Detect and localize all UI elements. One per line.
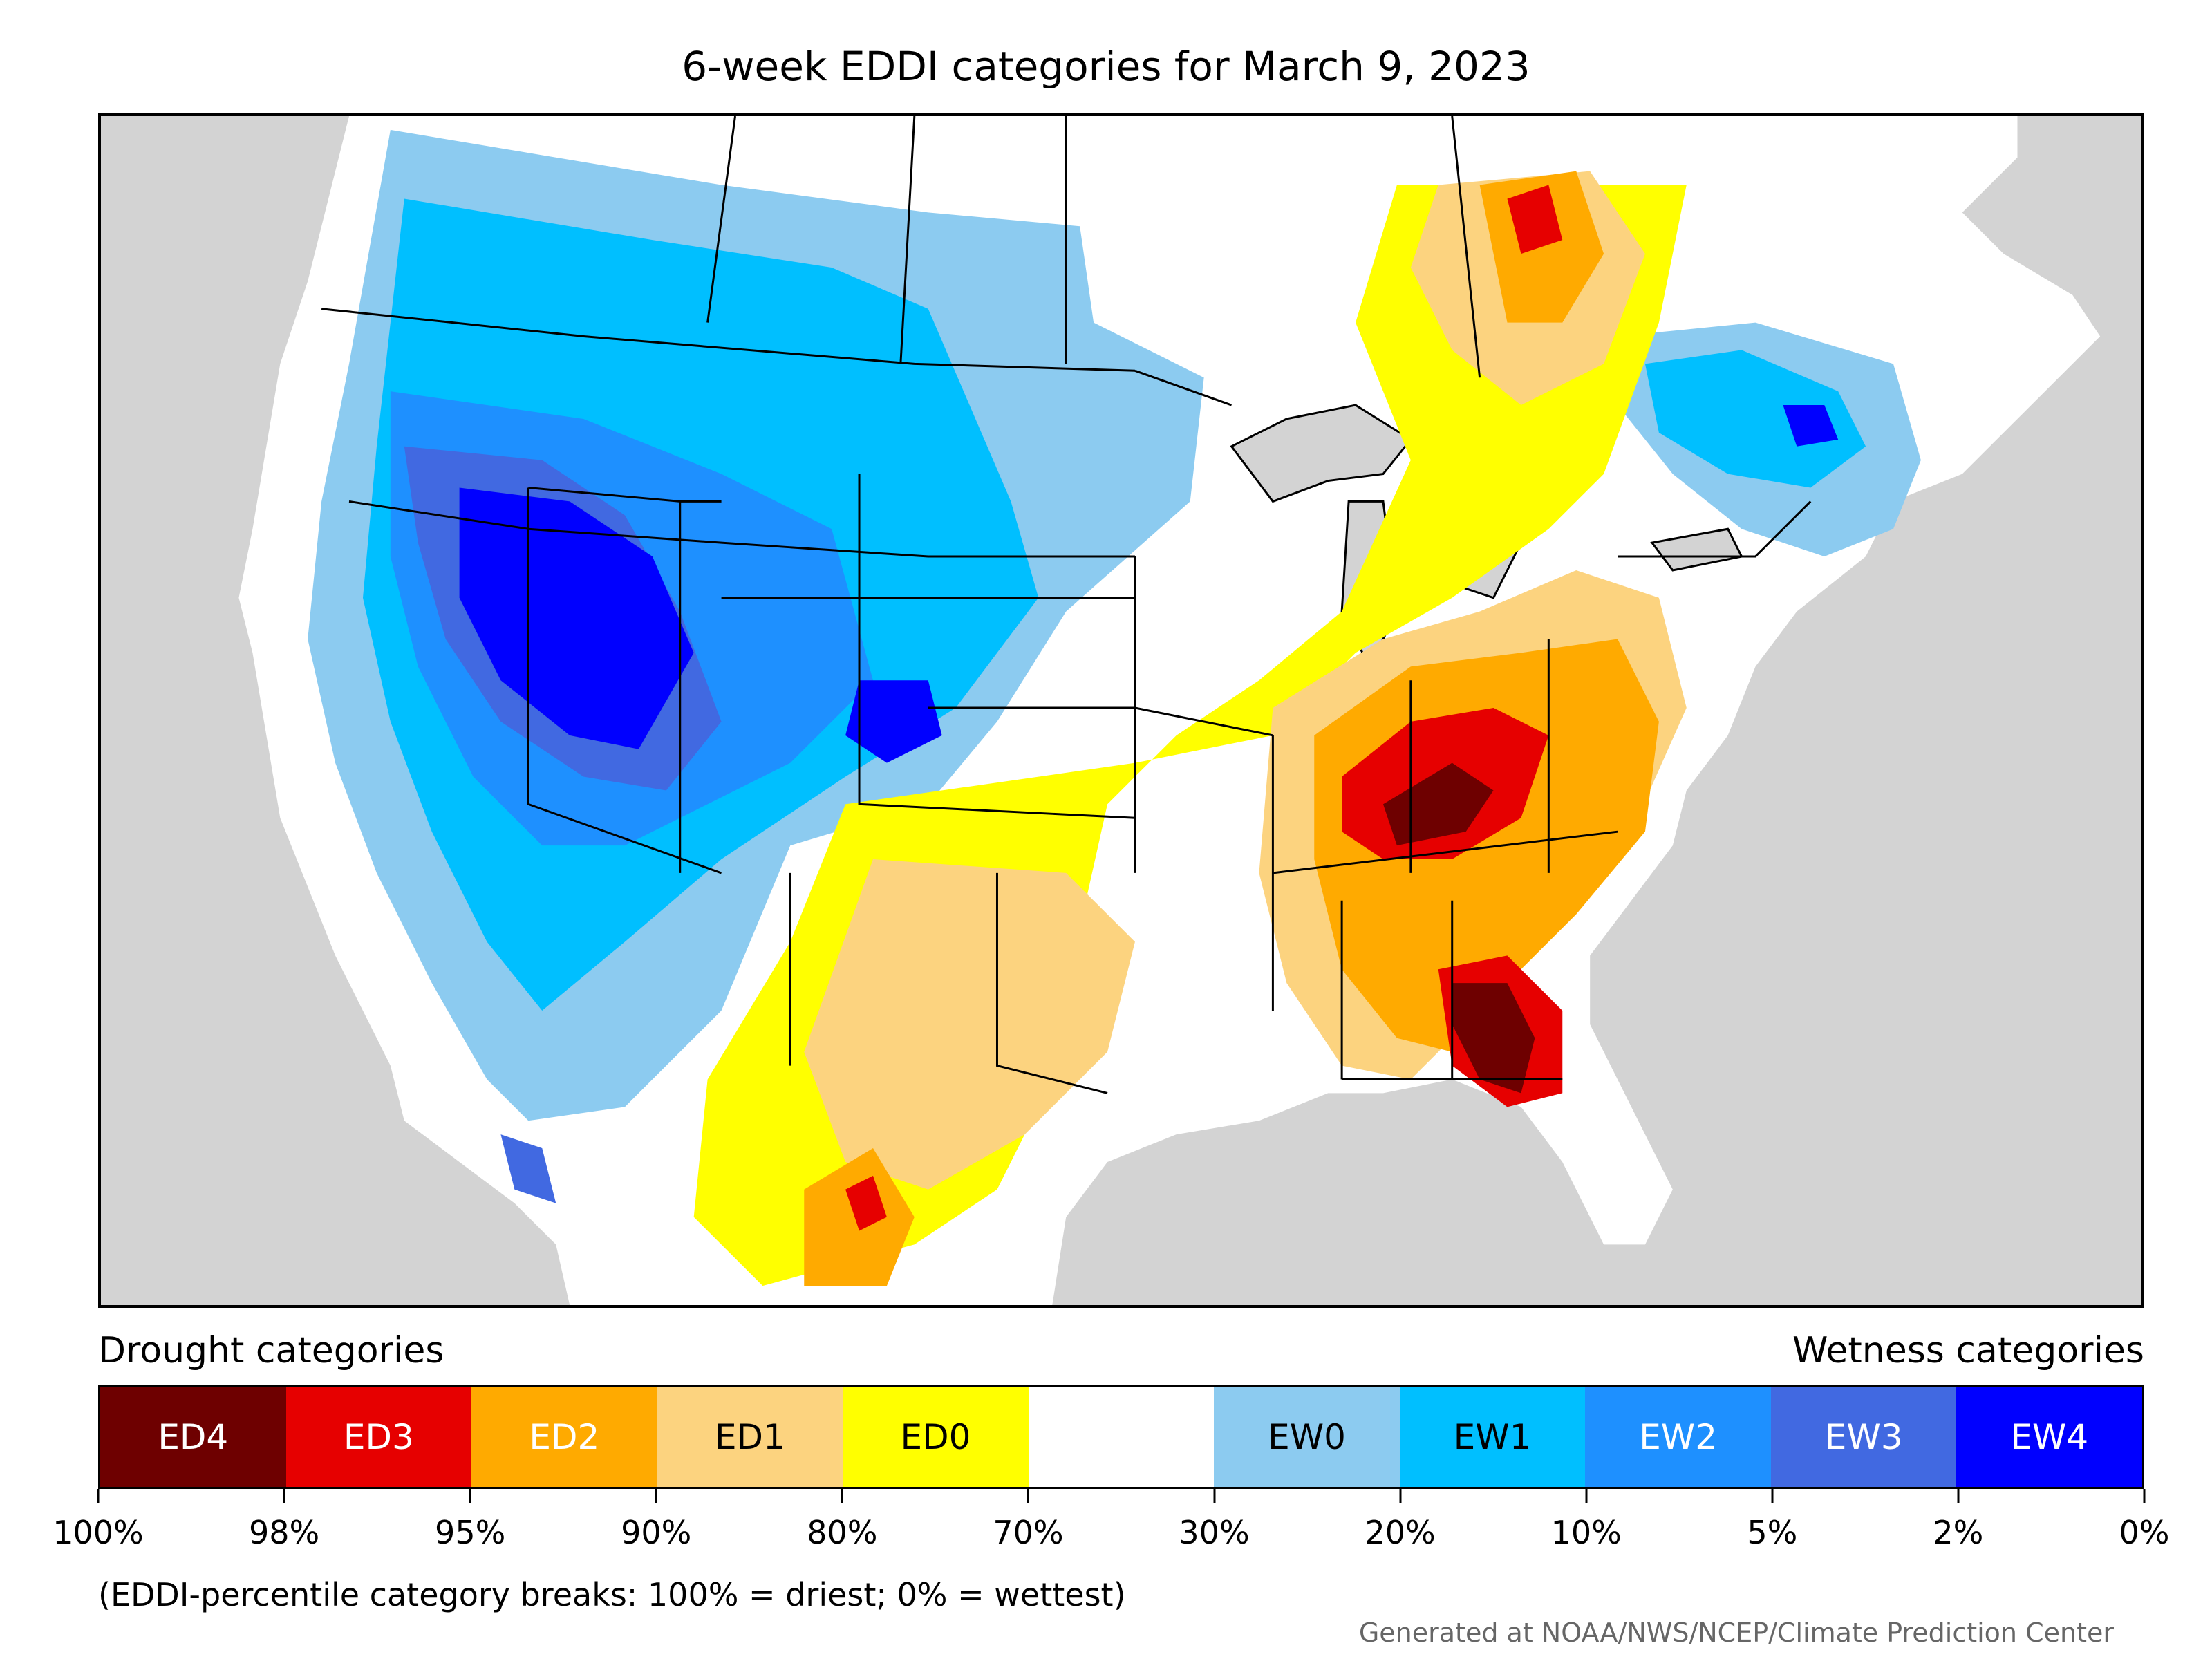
legend-tick (283, 1489, 285, 1503)
legend-tick (1399, 1489, 1402, 1503)
legend-tick-label: 70% (993, 1514, 1064, 1551)
drought-categories-label: Drought categories (98, 1330, 444, 1371)
credit-line: Generated at NOAA/NWS/NCEP/Climate Predi… (1358, 1618, 2114, 1648)
legend-cell-ed1: ED1 (657, 1387, 843, 1487)
legend-colorbar: ED4 ED3 ED2 ED1 ED0 EW0 EW1 EW2 EW3 EW4 (98, 1385, 2144, 1489)
legend-tick (1957, 1489, 1960, 1503)
legend-cell-ed2: ED2 (471, 1387, 657, 1487)
legend-cell-ew2: EW2 (1585, 1387, 1771, 1487)
legend-ticks (97, 1489, 2146, 1503)
legend-tick (1585, 1489, 1588, 1503)
legend-tick-label: 30% (1179, 1514, 1250, 1551)
legend-tick-label: 95% (435, 1514, 506, 1551)
legend-tick (97, 1489, 100, 1503)
footnote: (EDDI-percentile category breaks: 100% =… (98, 1576, 1126, 1613)
legend-tick-label: 0% (2119, 1514, 2170, 1551)
legend-cell-ew1: EW1 (1399, 1387, 1586, 1487)
legend-tick-label: 98% (248, 1514, 320, 1551)
legend-tick (655, 1489, 657, 1503)
legend-tick (1771, 1489, 1774, 1503)
legend-tick (2143, 1489, 2146, 1503)
legend-cell-ed4: ED4 (100, 1387, 286, 1487)
eddi-map (98, 113, 2144, 1308)
drought-regions (693, 171, 1687, 1286)
legend-tick-label: 100% (53, 1514, 144, 1551)
legend-tick-label: 5% (1747, 1514, 1798, 1551)
legend-cell-neutral (1028, 1387, 1215, 1487)
legend-cell-ed0: ED0 (843, 1387, 1029, 1487)
legend-tick-label: 10% (1550, 1514, 1622, 1551)
eddi-map-svg (101, 116, 2141, 1305)
legend-cell-ew4: EW4 (1956, 1387, 2143, 1487)
legend-tick (841, 1489, 843, 1503)
political-boundaries (321, 116, 1812, 1094)
legend-tick-label: 90% (621, 1514, 692, 1551)
legend-cell-ew3: EW3 (1770, 1387, 1957, 1487)
legend-tick (469, 1489, 471, 1503)
legend-tick-label: 80% (807, 1514, 878, 1551)
legend-tick (1213, 1489, 1216, 1503)
legend-tick-label: 2% (1933, 1514, 1984, 1551)
wetness-regions (308, 129, 1921, 1203)
wetness-categories-label: Wetness categories (1792, 1330, 2144, 1371)
map-title: 6-week EDDI categories for March 9, 2023 (682, 43, 1530, 90)
legend-tick-label: 20% (1365, 1514, 1436, 1551)
legend-cell-ed3: ED3 (285, 1387, 472, 1487)
legend-cell-ew0: EW0 (1214, 1387, 1400, 1487)
legend-tick (1027, 1489, 1029, 1503)
